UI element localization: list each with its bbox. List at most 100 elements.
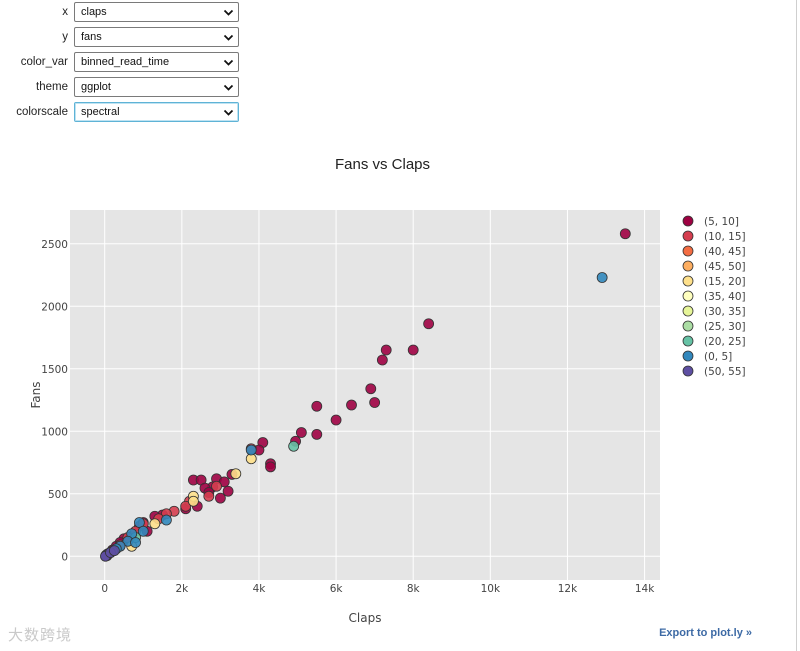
legend-marker [682,260,694,272]
data-point [130,525,141,537]
data-point [187,495,199,507]
control-x: x claps [0,2,242,24]
y-tick-label: 1000 [41,426,68,438]
legend-label: (15, 20] [704,276,746,288]
data-point [407,344,419,356]
data-point [222,485,234,497]
y-tick-label: 0 [61,551,68,563]
data-point [137,525,149,537]
legend-marker [682,275,694,287]
chevron-down-icon [223,109,234,116]
y-tick-label: 2000 [41,301,68,313]
control-colorscale: colorscale spectral [0,102,242,124]
data-point [187,474,199,486]
legend-label: (30, 35] [704,306,746,318]
data-point [184,495,195,507]
data-point [141,525,153,537]
legend-label: (50, 55] [704,366,746,378]
y-tick-label: 2500 [41,239,68,251]
data-point [168,505,180,517]
data-point [369,397,381,408]
x-axis-label: Claps [349,611,382,625]
data-point [100,550,112,562]
data-point [105,547,116,558]
control-y-label: y [62,31,68,43]
chevron-down-icon [223,9,234,16]
data-point [207,481,219,493]
data-point [161,514,172,526]
data-point [107,544,118,556]
data-point [126,540,138,552]
page-right-border [796,0,797,651]
legend-label: (10, 15] [704,231,746,243]
x-tick-label: 0 [101,583,108,595]
y-select[interactable]: fans [74,27,239,47]
gridlines [70,210,660,580]
data-point [102,548,114,560]
legend-label: (5, 10] [704,216,739,228]
legend-marker [682,290,694,302]
data-point [134,520,145,532]
x-tick-label: 12k [558,583,578,595]
chevron-down-icon [223,34,234,41]
x-tick-label: 6k [330,583,344,595]
data-point [253,444,265,456]
data-point [290,435,301,447]
data-point [376,354,388,366]
color-var-select-value: binned_read_time [81,56,170,68]
data-point [245,443,257,455]
control-color-var-label: color_var [20,56,68,68]
data-point [245,453,257,465]
data-point [126,528,138,540]
data-point [122,532,134,543]
chevron-down-icon [223,59,234,66]
data-point [137,517,149,528]
data-point [103,547,115,559]
x-tick-label: 2k [175,583,189,595]
legend-label: (0, 5] [704,351,732,363]
colorscale-select-value: spectral [81,106,120,118]
data-point [203,490,215,502]
data-point [122,535,134,547]
data-point [110,540,122,552]
control-x-label: x [62,6,68,18]
color-var-select[interactable]: binned_read_time [74,52,239,72]
legend-marker [682,320,694,332]
control-theme: theme ggplot [0,77,242,99]
data-point [114,537,126,548]
data-point [107,545,118,557]
export-to-plotly-link[interactable]: Export to plot.ly » [659,627,752,639]
x-tick-label: 14k [635,583,655,595]
x-tick-label: 10k [481,583,501,595]
data-point [180,503,192,515]
data-point [218,476,230,488]
data-point [102,548,114,560]
data-point [126,530,138,542]
data-point [114,539,126,551]
data-point [619,228,631,240]
data-point [199,482,211,494]
data-point [346,399,357,411]
legend-label: (35, 40] [704,291,746,303]
x-select[interactable]: claps [74,2,239,22]
data-point [149,518,161,530]
legend-label: (40, 45] [704,246,746,258]
theme-select[interactable]: ggplot [74,77,239,97]
colorscale-select[interactable]: spectral [74,102,239,122]
control-color-var: color_var binned_read_time [0,52,242,74]
legend-marker [682,245,694,257]
data-point [101,550,113,562]
legend-marker [682,335,694,347]
data-point [257,437,269,448]
data-points [100,228,631,562]
x-tick-label: 4k [253,583,267,595]
data-point [365,383,377,395]
data-point [203,487,215,498]
data-point [596,272,608,283]
legend-label: (45, 50] [704,261,746,273]
data-point [118,533,130,545]
data-point [226,468,238,480]
chevron-down-icon [223,84,234,91]
control-colorscale-label: colorscale [16,106,68,118]
y-tick-label: 1500 [41,364,68,376]
